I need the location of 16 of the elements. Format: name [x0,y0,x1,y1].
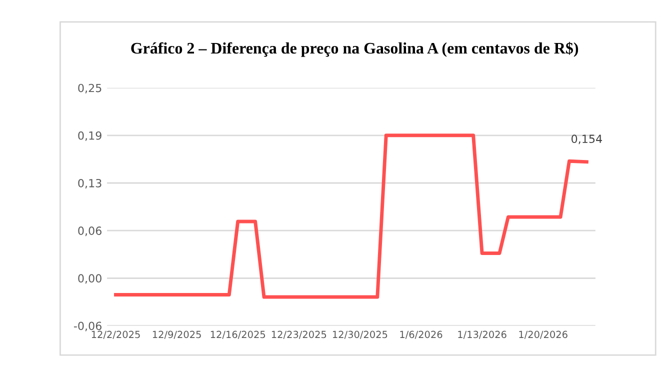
y-tick-label: -0,06 [74,322,102,332]
chart-title: Gráfico 2 – Diferença de preço na Gasolina A (em centavos de R$) [131,42,578,57]
y-tick-label: 0,25 [78,84,102,94]
x-tick-label: 12/23/2025 [272,330,326,339]
x-tick-label: 1/13/2026 [458,330,506,339]
y-tick-label: 0,00 [78,274,102,284]
y-tick-label: 0,19 [78,131,102,141]
x-tick-label: 1/6/2026 [400,330,442,339]
x-tick-label: 12/30/2025 [332,330,388,339]
x-tick-label: 12/9/2025 [152,330,201,339]
annotation: 0,154 [572,134,602,144]
x-tick-label: 1/20/2026 [519,330,568,339]
y-tick-label: 0,06 [78,226,102,236]
x-tick-label: 12/16/2025 [210,330,266,339]
x-tick-label: 12/2/2025 [92,330,140,339]
y-tick-label: 0,13 [78,178,102,189]
